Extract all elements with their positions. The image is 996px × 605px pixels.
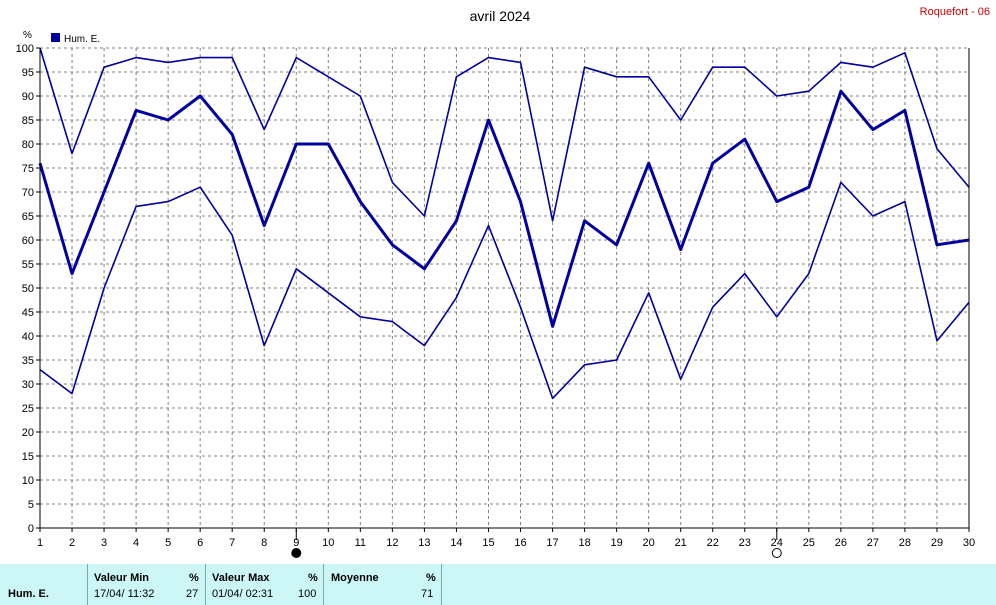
series-line-mean: [38, 89, 970, 328]
grid: [40, 47, 969, 528]
x-tick-label: 21: [675, 537, 687, 549]
y-tick-label: 55: [22, 259, 34, 271]
y-tick-label: 10: [22, 475, 34, 487]
full-moon-icon: [771, 548, 782, 558]
x-tick-label: 25: [803, 537, 815, 549]
y-tick-label: 85: [22, 115, 34, 127]
station-label: Roquefort - 06: [919, 6, 990, 18]
footer-divider: [441, 564, 442, 605]
x-tick-label: 3: [101, 537, 107, 549]
x-tick-label: 4: [133, 537, 139, 549]
x-tick-label: 12: [386, 537, 398, 549]
max-value: 100: [298, 588, 317, 600]
x-tick-label: 22: [707, 537, 719, 549]
y-tick-label: 80: [22, 139, 34, 151]
moon-phase-markers: [291, 528, 782, 558]
min-unit: %: [189, 572, 199, 584]
x-tick-label: 17: [546, 537, 558, 549]
footer-divider: [323, 564, 324, 605]
y-tick-label: 45: [22, 307, 34, 319]
x-tick-label: 8: [261, 537, 267, 549]
x-tick-label: 13: [418, 537, 430, 549]
x-tick-label: 15: [482, 537, 494, 549]
x-tick-label: 19: [610, 537, 622, 549]
x-tick-label: 1: [37, 537, 43, 549]
footer-divider: [205, 564, 206, 605]
x-tick-label: 23: [739, 537, 751, 549]
y-tick-label: 35: [22, 355, 34, 367]
chart-title: avril 2024: [470, 8, 531, 24]
max-unit: %: [308, 572, 318, 584]
x-tick-label: 6: [197, 537, 203, 549]
x-tick-label: 10: [322, 537, 334, 549]
y-tick-label: 50: [22, 283, 34, 295]
y-tick-label: 5: [28, 499, 34, 511]
series-line-min: [39, 181, 970, 400]
y-tick-label: 65: [22, 211, 34, 223]
y-tick-label: 15: [22, 451, 34, 463]
x-tick-label: 16: [514, 537, 526, 549]
x-tick-label: 24: [771, 537, 783, 549]
y-axis-unit: %: [23, 30, 32, 41]
legend-label: Hum. E.: [64, 34, 100, 45]
y-tick-label: 75: [22, 163, 34, 175]
x-tick-label: 2: [69, 537, 75, 549]
x-tick-label: 20: [643, 537, 655, 549]
x-tick-label: 18: [578, 537, 590, 549]
y-tick-label: 40: [22, 331, 34, 343]
x-tick-label: 11: [355, 537, 366, 549]
x-tick-label: 5: [165, 537, 171, 549]
y-tick-label: 25: [22, 403, 34, 415]
y-tick-label: 70: [22, 187, 34, 199]
y-tick-label: 60: [22, 235, 34, 247]
x-tick-label: 14: [450, 537, 462, 549]
legend-swatch: [51, 33, 60, 42]
avg-value: 71: [421, 588, 434, 600]
max-datetime: 01/04/ 02:31: [212, 588, 274, 600]
x-tick-label: 29: [931, 537, 943, 549]
footer-divider: [87, 564, 88, 605]
min-datetime: 17/04/ 11:32: [94, 588, 155, 600]
x-tick-label: 9: [293, 537, 299, 549]
stats-footer: Hum. E. Valeur Min % 17/04/ 11:32 27 Val…: [0, 564, 996, 605]
x-tick-label: 27: [867, 537, 879, 549]
max-header: Valeur Max: [212, 572, 270, 584]
min-header: Valeur Min: [94, 572, 150, 584]
y-tick-label: 100: [16, 43, 34, 55]
y-tick-label: 0: [28, 523, 34, 535]
humidity-chart: avril 2024 % Hum. E. 0510152025303540455…: [16, 8, 975, 558]
x-tick-label: 28: [899, 537, 911, 549]
y-tick-label: 95: [22, 67, 34, 79]
series-lines: [38, 47, 970, 400]
new-moon-icon: [291, 548, 302, 558]
min-value: 27: [186, 588, 199, 600]
footer-row-label: Hum. E.: [8, 588, 49, 600]
axes: [36, 47, 970, 532]
y-tick-label: 90: [22, 91, 34, 103]
tick-labels: 0510152025303540455055606570758085909510…: [16, 43, 975, 549]
x-tick-label: 7: [229, 537, 235, 549]
x-tick-label: 30: [963, 537, 975, 549]
x-tick-label: 26: [835, 537, 847, 549]
y-tick-label: 20: [22, 427, 34, 439]
y-tick-label: 30: [22, 379, 34, 391]
avg-header: Moyenne: [331, 572, 379, 584]
series-line-max: [39, 47, 970, 222]
avg-unit: %: [426, 572, 436, 584]
